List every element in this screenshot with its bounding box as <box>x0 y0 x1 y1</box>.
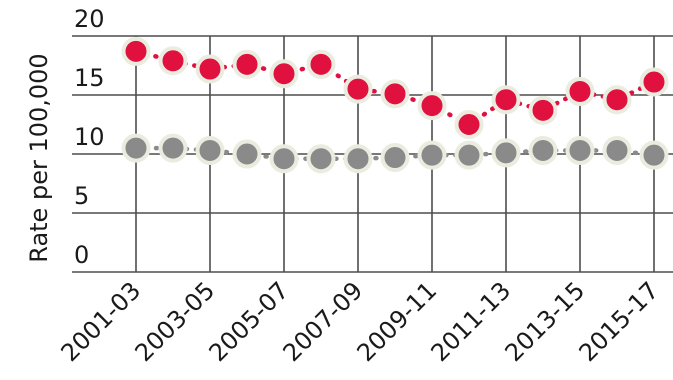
x-tick-label: 2005-07 <box>204 276 295 367</box>
data-point <box>343 144 373 174</box>
data-point <box>417 91 447 121</box>
data-point <box>158 133 188 163</box>
data-point <box>269 59 299 89</box>
data-point <box>639 67 669 97</box>
data-point <box>158 46 188 76</box>
data-point <box>528 135 558 165</box>
data-point <box>232 49 262 79</box>
x-tick-label: 2001-03 <box>56 276 147 367</box>
data-point <box>195 54 225 84</box>
data-point <box>380 79 410 109</box>
y-axis-title: Rate per 100,000 <box>25 53 53 262</box>
y-tick-label: 15 <box>74 64 105 92</box>
data-point <box>121 133 151 163</box>
data-point <box>491 85 521 115</box>
x-axis-ticks: 2001-032003-052005-072007-092009-112011-… <box>56 276 665 367</box>
x-tick-label: 2009-11 <box>352 276 443 367</box>
data-point <box>565 135 595 165</box>
y-tick-label: 20 <box>74 5 105 33</box>
data-point <box>343 74 373 104</box>
x-tick-label: 2003-05 <box>130 276 221 367</box>
data-point <box>454 140 484 170</box>
x-tick-label: 2015-17 <box>574 276 665 367</box>
data-point <box>380 143 410 173</box>
data-point <box>306 144 336 174</box>
series-1 <box>121 36 669 139</box>
data-point <box>306 49 336 79</box>
data-point <box>565 76 595 106</box>
y-tick-label: 5 <box>74 182 89 210</box>
data-point <box>528 95 558 125</box>
data-point <box>454 110 484 139</box>
data-point <box>195 135 225 165</box>
y-tick-label: 0 <box>74 241 89 269</box>
data-point <box>269 144 299 174</box>
y-axis-ticks: 0 5 10 15 20 <box>74 5 105 269</box>
data-point <box>417 140 447 170</box>
y-tick-label: 10 <box>74 123 105 151</box>
data-point <box>121 36 151 66</box>
data-point <box>602 135 632 165</box>
series-2 <box>121 133 669 174</box>
data-point <box>491 138 521 168</box>
x-tick-label: 2007-09 <box>278 276 369 367</box>
data-point <box>639 140 669 170</box>
series-layer <box>121 36 669 174</box>
x-tick-label: 2011-13 <box>426 276 517 367</box>
data-point <box>602 85 632 115</box>
x-tick-label: 2013-15 <box>500 276 591 367</box>
data-point <box>232 139 262 169</box>
